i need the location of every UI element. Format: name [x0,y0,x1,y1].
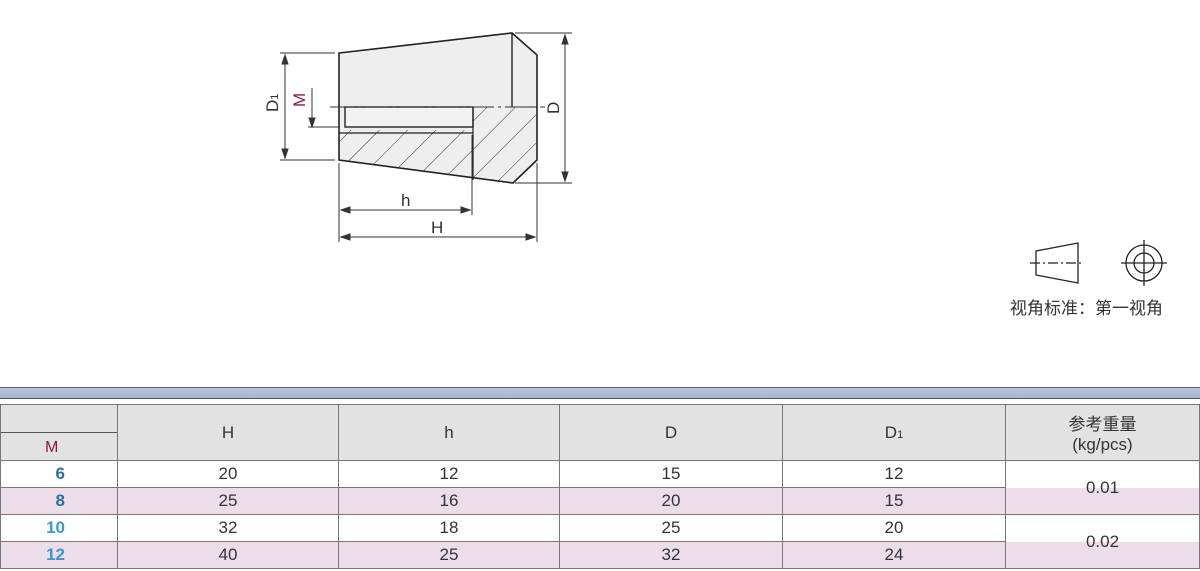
header-H: H [117,404,339,461]
cell-D1: 24 [782,541,1006,569]
cell-D1: 20 [782,514,1006,542]
projection-symbol [1030,240,1167,286]
cell-D1: 15 [782,487,1006,515]
header-M: M [0,404,118,461]
cell-h: 18 [338,514,560,542]
dimension-lines [280,32,572,242]
projection-standard-label: 视角标准：第一视角 [1010,299,1163,318]
cell-H: 25 [117,487,339,515]
cell-M: 10 [0,514,118,542]
dim-label-D1: D1 [263,94,282,112]
table-row: 6 20 12 15 12 0.01 [0,460,1200,515]
dim-label-H: H [431,218,443,237]
technical-drawing: D1 M D h H [263,32,1167,286]
table-row: 12 40 25 32 24 [0,541,1200,569]
cell-H: 32 [117,514,339,542]
cell-M: 8 [0,487,118,515]
table-header-bar [0,387,1200,399]
cell-M: 6 [0,460,118,488]
table-row: 10 32 18 25 20 0.02 [0,514,1200,569]
dim-label-M: M [290,93,309,107]
header-D1: D1 [782,404,1006,461]
cell-D1: 12 [782,460,1006,488]
cell-H: 40 [117,541,339,569]
section-hatch [339,33,537,183]
dim-label-D: D [544,102,563,114]
cell-weight: 0.01 [1005,460,1200,515]
dim-label-h: h [401,191,410,210]
header-weight: 参考重量 (kg/pcs) [1005,404,1200,461]
dimension-table: M H h D D1 参考重量 (kg/pcs) 6 20 12 15 12 0.… [0,404,1200,569]
cell-D: 25 [559,514,783,542]
cell-D: 15 [559,460,783,488]
cell-h: 12 [338,460,560,488]
cell-M: 12 [0,541,118,569]
cell-weight: 0.02 [1005,514,1200,569]
cell-H: 20 [117,460,339,488]
cell-D: 32 [559,541,783,569]
cell-D: 20 [559,487,783,515]
header-h: h [338,404,560,461]
header-D: D [559,404,783,461]
table-header-row: M H h D D1 参考重量 (kg/pcs) [0,404,1200,461]
cell-h: 16 [338,487,560,515]
cell-h: 25 [338,541,560,569]
